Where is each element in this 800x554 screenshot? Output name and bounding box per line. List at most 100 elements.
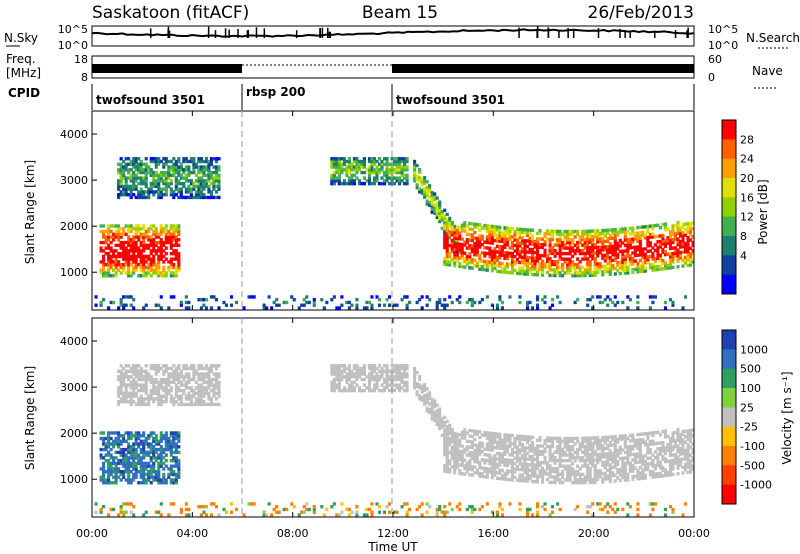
power-cell xyxy=(638,247,642,252)
velocity-cell xyxy=(395,369,399,373)
power-cell xyxy=(129,254,133,259)
power-cell xyxy=(623,235,627,239)
power-cell xyxy=(199,176,203,180)
power-cell xyxy=(548,248,552,253)
power-cell xyxy=(530,234,535,238)
power-cell xyxy=(603,239,607,244)
power-cell xyxy=(510,243,514,247)
power-cell xyxy=(117,232,121,236)
power-cell xyxy=(435,212,439,217)
velocity-cell xyxy=(360,377,364,382)
power-cell xyxy=(488,227,492,231)
velocity-cell xyxy=(430,414,434,418)
velocity-cell xyxy=(488,459,492,463)
power-cell xyxy=(608,258,612,263)
velocity-cell xyxy=(124,386,128,390)
power-cell xyxy=(117,181,121,186)
power-cell xyxy=(335,157,339,161)
velocity-cell xyxy=(581,450,585,454)
velocity-cell xyxy=(144,388,148,393)
power-cell xyxy=(157,303,161,307)
power-cell xyxy=(508,270,512,275)
velocity-cell xyxy=(99,456,103,460)
velocity-cell xyxy=(144,464,148,468)
power-cell xyxy=(671,240,675,245)
velocity-cell xyxy=(488,456,492,460)
velocity-cell xyxy=(686,431,690,436)
velocity-cell xyxy=(403,388,407,393)
power-cell xyxy=(177,173,181,178)
velocity-cell xyxy=(159,439,163,443)
velocity-cell xyxy=(229,510,234,514)
velocity-cell xyxy=(646,431,650,436)
power-cell xyxy=(142,162,146,166)
power-cell xyxy=(485,229,489,234)
power-cell xyxy=(139,176,143,180)
velocity-cell xyxy=(347,513,351,517)
power-cell xyxy=(162,162,166,166)
power-cell xyxy=(99,229,103,234)
power-cell xyxy=(132,257,136,261)
power-cell xyxy=(470,244,474,248)
power-cell xyxy=(490,269,494,273)
velocity-cell xyxy=(337,369,341,373)
velocity-cell xyxy=(503,474,507,479)
power-cell xyxy=(184,187,188,191)
power-cell xyxy=(270,306,274,310)
power-cell xyxy=(345,159,349,164)
power-cell xyxy=(540,254,545,258)
velocity-cell xyxy=(658,432,662,437)
power-cell xyxy=(177,251,181,256)
power-cell xyxy=(601,237,605,241)
velocity-cell xyxy=(448,443,452,447)
power-cell xyxy=(214,159,219,164)
power-cell xyxy=(628,240,632,244)
power-cell xyxy=(152,224,156,228)
power-cell xyxy=(561,246,565,250)
power-cell xyxy=(606,236,610,241)
power-cell xyxy=(638,242,642,246)
noise-panel: N.Sky 10^5 10^0 10^5 10^0 N.Search xyxy=(4,23,800,52)
power-cell xyxy=(174,159,178,164)
velocity-cell xyxy=(490,440,494,444)
power-cell xyxy=(132,227,136,231)
power-cell xyxy=(179,165,183,169)
freq-tick-8: 8 xyxy=(81,71,88,84)
velocity-cell xyxy=(172,399,176,404)
power-cell xyxy=(204,181,208,186)
power-cell xyxy=(387,303,392,307)
power-cell xyxy=(553,273,557,278)
velocity-cell xyxy=(543,447,547,451)
power-cell xyxy=(633,234,637,238)
power-cell xyxy=(688,238,693,242)
velocity-cell xyxy=(119,383,123,387)
power-cell xyxy=(543,240,547,244)
power-cell xyxy=(440,210,444,214)
power-cell xyxy=(460,265,464,269)
velocity-cell xyxy=(365,386,369,390)
velocity-cell xyxy=(608,474,612,478)
velocity-cell xyxy=(631,474,635,479)
power-cell xyxy=(267,295,271,299)
velocity-cell xyxy=(362,366,367,371)
velocity-cell xyxy=(648,439,652,444)
power-cell xyxy=(142,306,146,310)
velocity-cell xyxy=(455,449,459,453)
power-cell xyxy=(330,159,334,164)
velocity-cell xyxy=(510,433,514,438)
power-cell xyxy=(340,303,344,307)
power-cell xyxy=(142,224,146,228)
power-cell xyxy=(127,157,131,161)
velocity-cell xyxy=(500,455,504,459)
power-cell xyxy=(508,295,512,299)
velocity-cell xyxy=(515,467,520,471)
velocity-cell xyxy=(330,380,334,385)
power-cell xyxy=(455,233,459,238)
velocity-cell xyxy=(538,469,542,473)
power-cell xyxy=(540,237,545,241)
power-cell xyxy=(485,251,489,256)
power-cell xyxy=(172,227,176,231)
velocity-cell xyxy=(214,375,219,379)
velocity-cell xyxy=(375,375,379,379)
velocity-cell xyxy=(543,469,547,473)
